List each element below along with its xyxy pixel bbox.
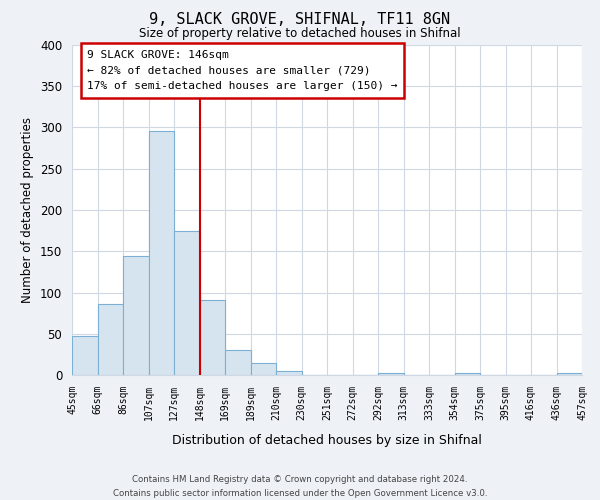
Bar — [174, 230, 199, 375]
Bar — [149, 131, 174, 375]
Text: 9 SLACK GROVE: 146sqm
← 82% of detached houses are smaller (729)
17% of semi-det: 9 SLACK GROVE: 146sqm ← 82% of detached … — [88, 50, 398, 91]
Y-axis label: Number of detached properties: Number of detached properties — [22, 117, 34, 303]
Bar — [557, 374, 582, 375]
Text: Size of property relative to detached houses in Shifnal: Size of property relative to detached ho… — [139, 28, 461, 40]
Bar — [72, 336, 97, 375]
Bar — [455, 374, 480, 375]
Text: 9, SLACK GROVE, SHIFNAL, TF11 8GN: 9, SLACK GROVE, SHIFNAL, TF11 8GN — [149, 12, 451, 28]
Bar — [378, 374, 404, 375]
Bar — [251, 364, 276, 375]
Bar — [225, 350, 251, 375]
Bar — [123, 256, 149, 375]
Bar — [276, 371, 302, 375]
X-axis label: Distribution of detached houses by size in Shifnal: Distribution of detached houses by size … — [172, 434, 482, 447]
Bar — [97, 304, 123, 375]
Bar — [199, 300, 225, 375]
Text: Contains HM Land Registry data © Crown copyright and database right 2024.
Contai: Contains HM Land Registry data © Crown c… — [113, 476, 487, 498]
